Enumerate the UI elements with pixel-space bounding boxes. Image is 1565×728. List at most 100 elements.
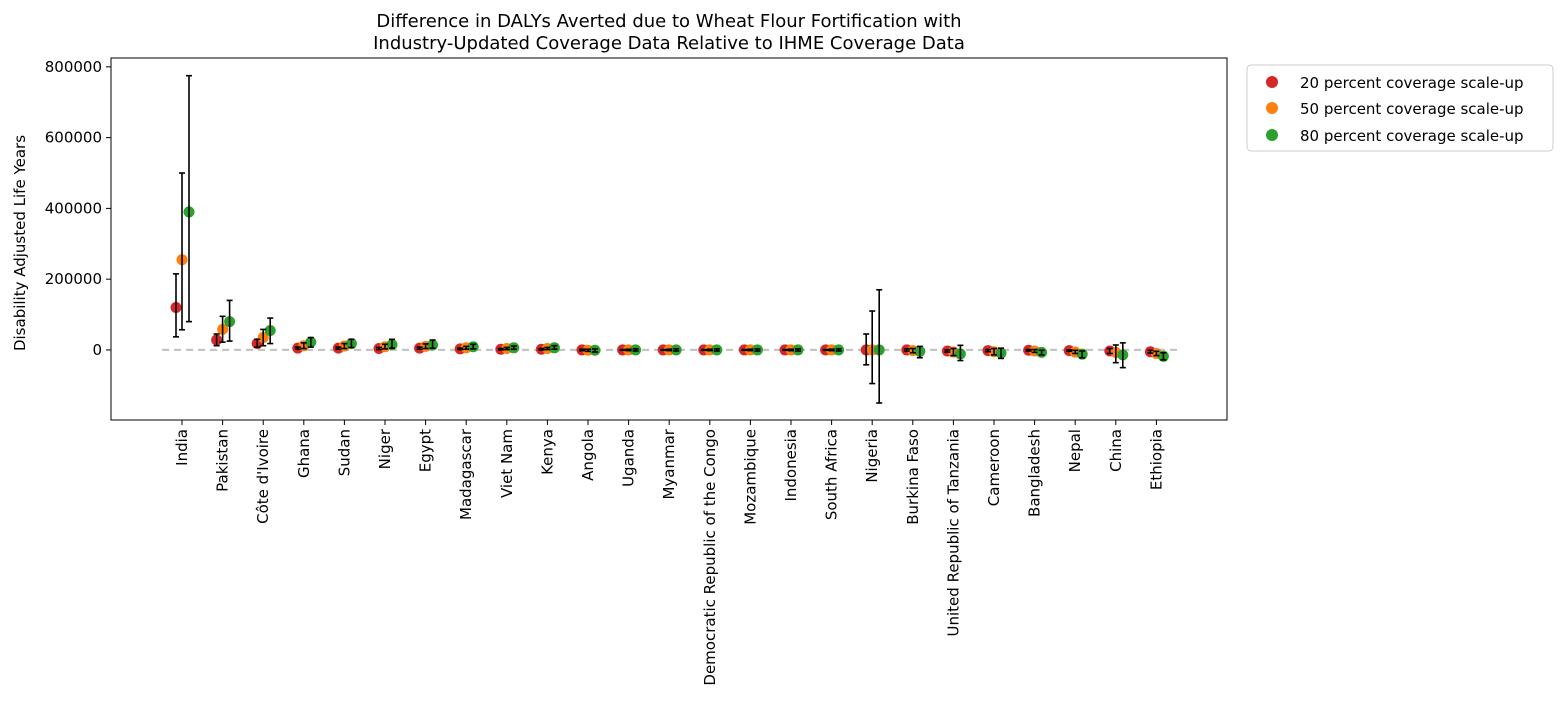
errorbar-80-percent-coverage-scale-up-sudan	[348, 338, 355, 349]
legend-label-20-percent: 20 percent coverage scale-up	[1300, 74, 1524, 92]
errorbar-20-percent-coverage-scale-up-china	[1106, 347, 1113, 355]
errorbar-20-percent-coverage-scale-up-uganda	[619, 348, 626, 352]
x-tick-label-sudan: Sudan	[335, 429, 353, 476]
errorbar-80-percent-coverage-scale-up-democratic-republic-of-the-congo	[713, 348, 720, 352]
chart-title-line-2: Industry-Updated Coverage Data Relative …	[373, 33, 965, 54]
y-tick-label: 200000	[45, 270, 102, 288]
errorbar-50-percent-coverage-scale-up-c-te-d-ivoire	[260, 328, 267, 347]
plot-area: 0 200000 400000 600000 800000 India Pakistan Cô…	[45, 58, 1178, 686]
errorbar-50-percent-coverage-scale-up-myanmar	[666, 348, 673, 352]
x-tick-label-bangladesh: Bangladesh	[1026, 429, 1044, 517]
errorbar-20-percent-coverage-scale-up-south-africa	[822, 348, 829, 352]
errorbar-50-percent-coverage-scale-up-kenya	[544, 346, 551, 351]
legend-marker-20-percent	[1266, 76, 1278, 88]
x-tick-label-nigeria: Nigeria	[863, 429, 881, 483]
errorbar-50-percent-coverage-scale-up-mozambique	[747, 348, 754, 352]
errorbar-20-percent-coverage-scale-up-ghana	[294, 346, 301, 351]
x-tick-label-mozambique: Mozambique	[741, 429, 759, 525]
errorbar-80-percent-coverage-scale-up-indonesia	[795, 348, 801, 352]
x-tick-label-angola: Angola	[579, 429, 597, 481]
errorbar-50-percent-coverage-scale-up-pakistan	[219, 315, 226, 343]
errorbar-50-percent-coverage-scale-up-nigeria	[869, 310, 876, 385]
errorbar-80-percent-coverage-scale-up-pakistan	[226, 299, 233, 342]
errorbar-50-percent-coverage-scale-up-ethiopia	[1153, 350, 1160, 357]
x-tick-label-indonesia: Indonesia	[782, 429, 800, 502]
errorbar-50-percent-coverage-scale-up-sudan	[341, 342, 348, 350]
errorbar-80-percent-coverage-scale-up-madagascar	[470, 343, 477, 350]
x-tick-label-egypt: Egypt	[417, 429, 435, 472]
x-tick-label-burkina-faso: Burkina Faso	[904, 429, 922, 525]
errorbar-80-percent-coverage-scale-up-bangladesh	[1038, 349, 1045, 356]
y-axis-label: Disability Adjusted Life Years	[11, 135, 29, 351]
x-tick-label-niger: Niger	[376, 428, 394, 469]
y-tick-label: 0	[92, 341, 102, 359]
errorbar-50-percent-coverage-scale-up-china	[1112, 344, 1119, 364]
errorbar-20-percent-coverage-scale-up-sudan	[335, 346, 342, 351]
x-tick-label-uganda: Uganda	[620, 429, 638, 487]
x-tick-label-china: China	[1107, 429, 1125, 472]
x-tick-label-south-africa: South Africa	[823, 429, 841, 520]
x-tick-label-myanmar: Myanmar	[660, 428, 678, 499]
errorbar-50-percent-coverage-scale-up-ghana	[300, 342, 307, 350]
y-tick-label: 800000	[45, 58, 102, 76]
x-tick-label-madagascar: Madagascar	[457, 428, 475, 520]
errorbar-80-percent-coverage-scale-up-myanmar	[673, 348, 680, 352]
errorbar-80-percent-coverage-scale-up-kenya	[551, 344, 558, 351]
errorbar-50-percent-coverage-scale-up-cameroon	[991, 347, 997, 356]
errorbar-50-percent-coverage-scale-up-madagascar	[463, 345, 470, 351]
errorbar-20-percent-coverage-scale-up-pakistan	[213, 333, 220, 347]
legend-marker-50-percent	[1266, 102, 1278, 114]
plot-frame	[110, 57, 1228, 421]
errorbar-80-percent-coverage-scale-up-egypt	[429, 339, 436, 349]
errorbar-20-percent-coverage-scale-up-c-te-d-ivoire	[254, 338, 261, 348]
errorbar-80-percent-coverage-scale-up-china	[1119, 342, 1126, 369]
errorbar-50-percent-coverage-scale-up-niger	[382, 343, 388, 350]
x-tick-label-united-republic-of-tanzania: United Republic of Tanzania	[944, 429, 962, 636]
errorbar-80-percent-coverage-scale-up-burkina-faso	[916, 345, 923, 359]
errorbar-20-percent-coverage-scale-up-india	[173, 273, 179, 338]
errorbar-20-percent-coverage-scale-up-indonesia	[782, 348, 788, 352]
y-tick-label: 400000	[45, 199, 102, 217]
errorbar-20-percent-coverage-scale-up-democratic-republic-of-the-congo	[700, 348, 707, 352]
errorbar-20-percent-coverage-scale-up-nigeria	[863, 333, 870, 366]
errorbar-50-percent-coverage-scale-up-bangladesh	[1031, 348, 1038, 354]
errorbar-20-percent-coverage-scale-up-egypt	[416, 346, 423, 351]
errorbar-80-percent-coverage-scale-up-ethiopia	[1160, 351, 1167, 361]
chart-title-line-1: Difference in DALYs Averted due to Wheat…	[376, 11, 961, 32]
errorbar-50-percent-coverage-scale-up-egypt	[422, 343, 429, 350]
errorbar-80-percent-coverage-scale-up-viet-nam	[510, 345, 517, 351]
legend: 20 percent coverage scale-up 50 percent …	[1246, 64, 1554, 152]
errorbar-50-percent-coverage-scale-up-viet-nam	[503, 346, 510, 351]
legend-label-50-percent: 50 percent coverage scale-up	[1300, 100, 1524, 118]
errorbar-20-percent-coverage-scale-up-madagascar	[457, 347, 464, 351]
legend-label-80-percent: 80 percent coverage scale-up	[1300, 127, 1524, 145]
x-tick-label-democratic-republic-of-the-congo: Democratic Republic of the Congo	[701, 429, 719, 686]
errorbar-80-percent-coverage-scale-up-c-te-d-ivoire	[267, 317, 274, 345]
errorbar-50-percent-coverage-scale-up-india	[179, 172, 185, 331]
errorbar-20-percent-coverage-scale-up-burkina-faso	[903, 348, 910, 352]
errorbar-50-percent-coverage-scale-up-nepal	[1072, 349, 1079, 355]
errorbar-50-percent-coverage-scale-up-uganda	[625, 348, 632, 352]
errorbar-80-percent-coverage-scale-up-nepal	[1079, 350, 1086, 359]
y-tick-label: 600000	[45, 129, 102, 147]
errorbar-80-percent-coverage-scale-up-nigeria	[876, 288, 883, 404]
errorbar-20-percent-coverage-scale-up-united-republic-of-tanzania	[944, 349, 951, 353]
errorbar-80-percent-coverage-scale-up-niger	[389, 338, 395, 349]
x-tick-label-pakistan: Pakistan	[214, 429, 232, 492]
errorbar-50-percent-coverage-scale-up-south-africa	[828, 348, 835, 352]
errorbar-50-percent-coverage-scale-up-united-republic-of-tanzania	[950, 347, 957, 357]
errorbar-20-percent-coverage-scale-up-cameroon	[985, 348, 991, 353]
errorbar-50-percent-coverage-scale-up-indonesia	[788, 348, 794, 352]
errorbar-80-percent-coverage-scale-up-india	[186, 74, 192, 323]
errorbar-20-percent-coverage-scale-up-ethiopia	[1147, 349, 1154, 354]
x-tick-label-viet-nam: Viet Nam	[498, 429, 516, 498]
errorbar-20-percent-coverage-scale-up-angola	[579, 348, 585, 352]
errorbar-20-percent-coverage-scale-up-nepal	[1066, 349, 1073, 353]
errorbar-80-percent-coverage-scale-up-south-africa	[835, 348, 842, 352]
errorbar-20-percent-coverage-scale-up-bangladesh	[1025, 348, 1032, 352]
errorbar-20-percent-coverage-scale-up-kenya	[538, 347, 545, 351]
error-bars	[173, 74, 1167, 404]
errorbar-50-percent-coverage-scale-up-angola	[585, 348, 591, 353]
